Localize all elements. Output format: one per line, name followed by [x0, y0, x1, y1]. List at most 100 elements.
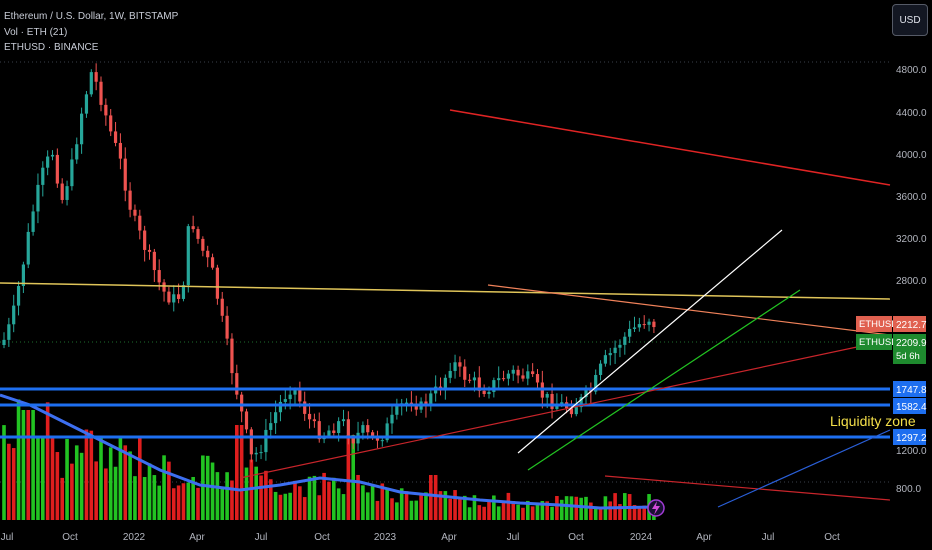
volume-bar — [201, 455, 205, 520]
volume-bar — [598, 507, 603, 520]
candle-body — [264, 429, 268, 453]
volume-bar — [167, 461, 171, 520]
candle-body — [574, 407, 578, 415]
volume-bar — [438, 491, 443, 520]
volume-bar — [11, 448, 16, 520]
price-tick-label: 3200.0 — [896, 234, 927, 245]
volume-bar — [550, 506, 554, 520]
volume-bar — [589, 502, 593, 520]
orange-trendline[interactable] — [487, 284, 891, 336]
upper-red-trendline[interactable] — [449, 109, 891, 186]
candle-body — [191, 226, 195, 230]
candle-body — [501, 378, 506, 380]
red-support-trendline[interactable] — [239, 339, 891, 479]
volume-bar — [268, 479, 273, 520]
candle-body — [555, 404, 559, 409]
volume-bar — [230, 480, 234, 520]
candle-body — [123, 158, 127, 191]
candle-body — [511, 369, 515, 374]
volume-bar — [385, 487, 389, 520]
chart-legend: Ethereum / U.S. Dollar, 1W, BITSTAMP Vol… — [4, 9, 178, 56]
volume-bar — [142, 477, 147, 520]
candle-body — [249, 429, 253, 455]
price-tag-value: 1297.2 — [896, 433, 927, 444]
white-channel-line[interactable] — [517, 229, 783, 454]
volume-bar — [176, 485, 181, 520]
candle-body — [109, 115, 113, 132]
volume-bars — [2, 399, 656, 520]
candle-body — [244, 411, 249, 430]
volume-bar — [559, 499, 564, 520]
candle-body — [172, 294, 176, 303]
candle-body — [293, 390, 297, 395]
volume-bar — [332, 477, 336, 520]
time-tick-label: 2022 — [123, 532, 146, 543]
candle-body — [133, 209, 137, 216]
candle-body — [603, 355, 607, 364]
volume-bar — [84, 429, 89, 520]
volume-bar — [642, 505, 646, 520]
replay-icon[interactable] — [647, 499, 665, 517]
green-channel-line[interactable] — [527, 289, 801, 471]
candle-body — [545, 393, 549, 398]
candle-body — [375, 437, 380, 441]
candle-body — [41, 167, 45, 185]
candle-body — [210, 257, 215, 268]
candle-body — [143, 230, 147, 250]
candle-body — [65, 186, 69, 200]
price-tick-label: 800.0 — [896, 484, 921, 495]
volume-bar — [26, 410, 31, 520]
price-tick-label: 2800.0 — [896, 276, 927, 287]
candle-body — [162, 282, 166, 292]
candle-body — [443, 377, 447, 391]
volume-bar — [351, 435, 355, 520]
volume-bar — [375, 500, 380, 520]
candle-body — [327, 430, 331, 437]
candle-body — [628, 328, 632, 337]
time-tick-label: Apr — [696, 532, 712, 543]
symbol-tag-label: ETHUSD — [859, 319, 898, 330]
candle-body — [186, 226, 190, 286]
currency-button[interactable]: USD — [892, 4, 928, 36]
volume-bar — [632, 505, 637, 520]
volume-bar — [336, 488, 341, 520]
price-tick-label: 3600.0 — [896, 192, 927, 203]
volume-bar — [424, 492, 428, 520]
candle-body — [283, 399, 287, 402]
candle-body — [395, 406, 399, 415]
candle-body — [371, 432, 375, 438]
time-tick-label: Oct — [62, 532, 78, 543]
volume-bar — [535, 503, 540, 520]
volume-bar — [113, 466, 118, 520]
volume-bar — [186, 482, 191, 520]
candle-body — [521, 375, 525, 379]
volume-bar — [448, 498, 452, 520]
lower-red-trendline[interactable] — [604, 475, 891, 501]
candle-body — [569, 408, 574, 415]
candle-body — [317, 421, 321, 440]
candle-body — [12, 305, 16, 325]
volume-bar — [361, 485, 365, 520]
candle-body — [307, 413, 312, 420]
liquidity-zone-annotation: Liquidity zone — [830, 413, 916, 429]
candle-body — [312, 419, 316, 422]
volume-bar — [414, 500, 419, 520]
candle-body — [16, 286, 21, 306]
price-tick-label: 4000.0 — [896, 150, 927, 161]
time-tick-label: Oct — [314, 532, 330, 543]
candle-body — [46, 156, 50, 168]
volume-bar — [55, 452, 60, 520]
horizontal-resistance-line[interactable] — [0, 282, 891, 300]
price-tag — [893, 334, 926, 364]
candle-body — [468, 379, 472, 381]
price-tick-label: 4400.0 — [896, 108, 927, 119]
time-tick-label: Jul — [762, 532, 775, 543]
volume-bar — [191, 476, 195, 520]
volume-bar — [487, 501, 491, 520]
time-tick-label: Apr — [189, 532, 205, 543]
volume-bar — [433, 475, 438, 520]
legend-compare: ETHUSD · BINANCE — [4, 42, 99, 53]
blue-trendline[interactable] — [717, 429, 891, 508]
volume-bar — [278, 494, 283, 520]
